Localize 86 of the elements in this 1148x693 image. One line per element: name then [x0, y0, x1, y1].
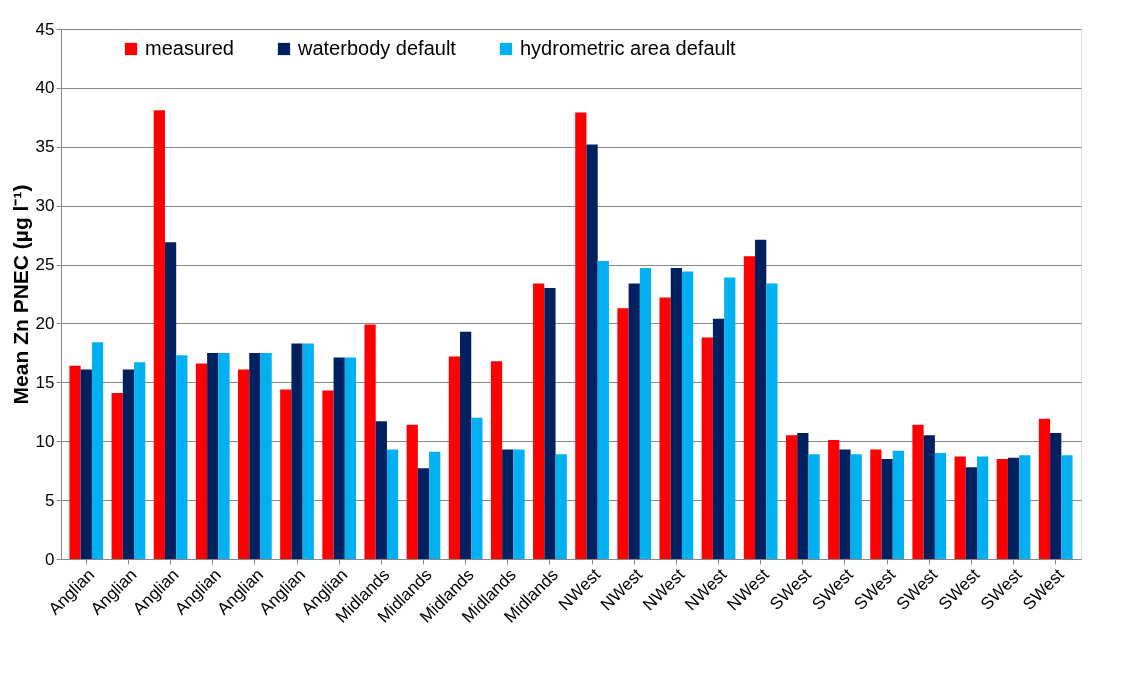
bar: [490, 361, 503, 559]
bar: [69, 365, 81, 559]
bar: [153, 110, 165, 559]
bar: [597, 261, 609, 559]
bar: [460, 331, 472, 559]
bar: [712, 318, 725, 559]
bar: [164, 242, 177, 559]
bar: [839, 449, 851, 559]
bar: [912, 424, 924, 559]
y-tick-label: 45: [35, 19, 55, 39]
bar: [195, 363, 208, 559]
y-tick-label: 40: [35, 78, 55, 98]
bar: [965, 467, 978, 559]
bar: [429, 451, 441, 559]
bar: [544, 288, 556, 559]
bar: [533, 283, 545, 559]
y-tick-label: 15: [35, 372, 55, 392]
bar: [322, 390, 334, 559]
bar: [881, 458, 893, 559]
legend-label: waterbody default: [297, 37, 457, 59]
y-tick-label: 10: [35, 431, 55, 451]
bar: [639, 268, 652, 559]
bar: [808, 454, 820, 559]
y-tick-label: 5: [45, 490, 55, 510]
bar: [111, 392, 123, 559]
y-tick-label: 25: [35, 255, 55, 275]
bar: [134, 362, 146, 559]
bar: [681, 271, 694, 559]
bar: [954, 456, 966, 559]
bar: [659, 297, 671, 559]
bar: [302, 343, 314, 559]
bar: [617, 308, 629, 559]
bar: [934, 453, 947, 559]
bar: [766, 283, 778, 559]
bar: [828, 440, 840, 559]
bar: [743, 256, 756, 559]
bar: [448, 356, 461, 559]
bar: [755, 239, 767, 559]
bar: [333, 357, 345, 559]
bar: [870, 449, 882, 559]
bar: [670, 268, 682, 559]
bar: [996, 458, 1008, 559]
bar: [1019, 455, 1031, 559]
bar: [218, 352, 230, 559]
bar: [122, 369, 135, 559]
bar: [724, 277, 736, 559]
bar: [280, 389, 292, 559]
bar: [1007, 457, 1020, 559]
bar: [850, 454, 862, 559]
bar: [176, 355, 188, 559]
bar: [555, 454, 567, 559]
bar: [797, 432, 809, 559]
y-axis-title: Mean Zn PNEC (µg l⁻¹): [8, 184, 32, 405]
bar: [291, 343, 303, 559]
legend-label: measured: [145, 37, 234, 59]
bar: [502, 449, 514, 559]
bar: [628, 283, 640, 559]
bar: [406, 424, 418, 559]
bar: [375, 421, 387, 559]
bar: [364, 324, 376, 559]
bar: [785, 435, 798, 559]
bar: [386, 449, 399, 559]
y-tick-label: 30: [35, 196, 55, 216]
y-tick-label: 0: [45, 549, 55, 569]
bar: [513, 449, 525, 559]
legend-label: hydrometric area default: [520, 37, 737, 59]
bar: [238, 369, 250, 559]
y-tick-label: 20: [35, 313, 55, 333]
bar: [892, 450, 904, 559]
bar: [575, 112, 587, 559]
bar: [1050, 432, 1062, 559]
bar: [701, 337, 713, 559]
bar: [977, 456, 989, 559]
bar: [417, 468, 430, 559]
bar: [80, 369, 92, 559]
bar: [471, 417, 483, 559]
bar: [249, 352, 261, 559]
bar: [923, 435, 935, 559]
bar: [344, 357, 357, 559]
y-tick-label: 35: [35, 137, 55, 157]
bar: [586, 144, 598, 559]
bar: [260, 352, 272, 559]
bar: [207, 352, 219, 559]
bar: [1061, 455, 1073, 559]
bar: [91, 342, 104, 559]
bar: [1038, 418, 1051, 559]
